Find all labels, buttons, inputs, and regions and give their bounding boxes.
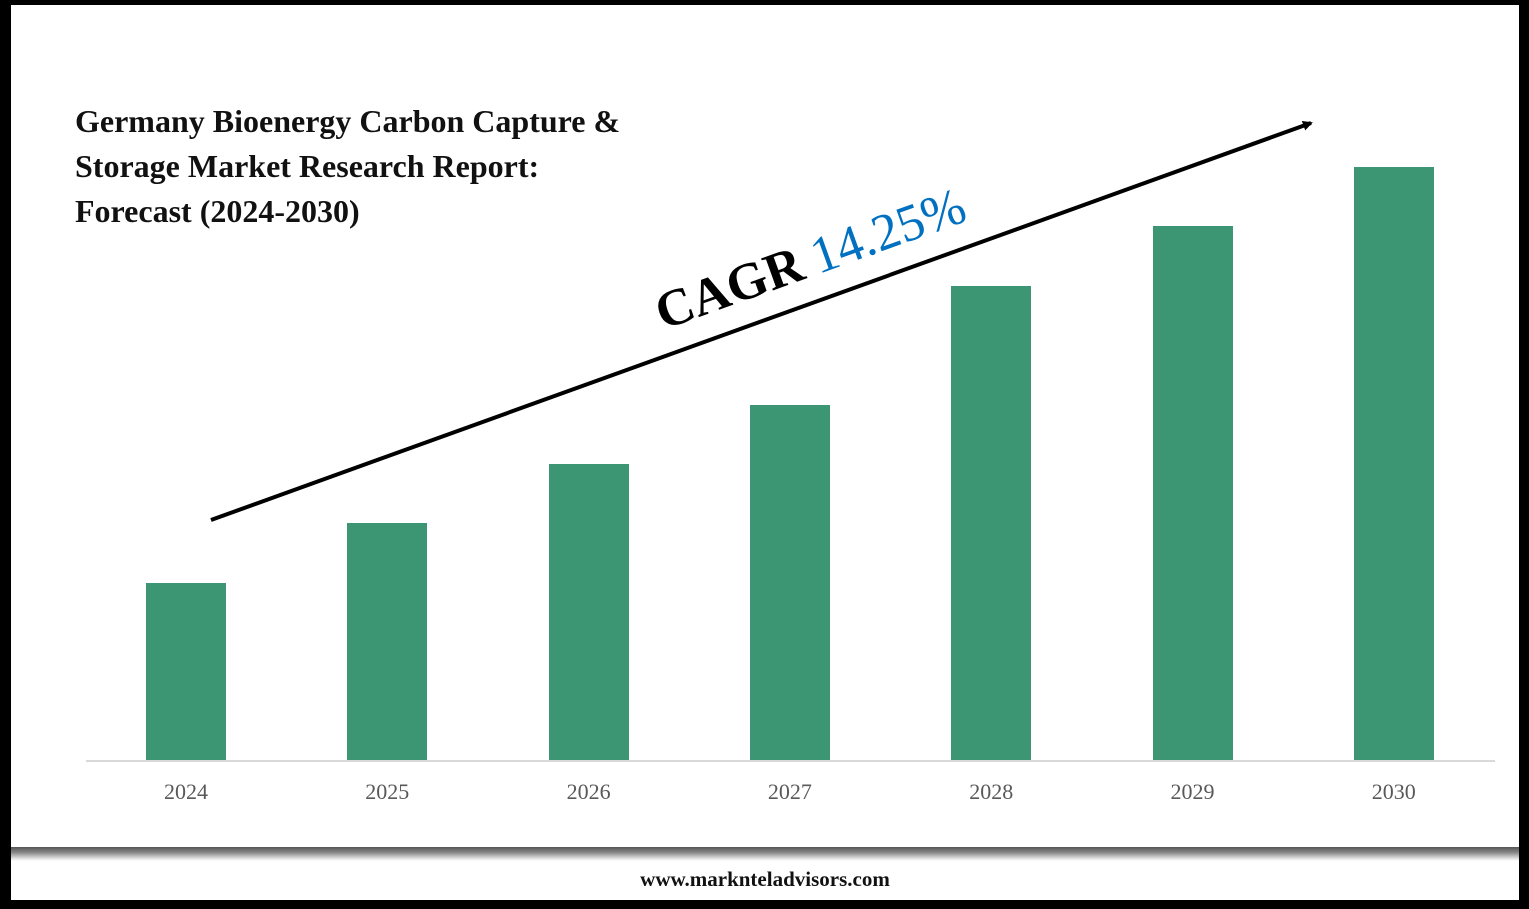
trend-arrow-icon xyxy=(210,121,1313,522)
bar-2028 xyxy=(951,286,1032,760)
bar-2026 xyxy=(548,464,629,760)
bar-2029 xyxy=(1152,226,1233,760)
title-line-3: Forecast (2024-2030) xyxy=(75,193,360,229)
bar-2027 xyxy=(749,405,830,760)
bar-2030 xyxy=(1353,167,1434,760)
bar-2024 xyxy=(146,583,226,760)
bar-2025 xyxy=(347,523,428,760)
x-tick-label: 2028 xyxy=(969,779,1014,804)
x-tick-label: 2027 xyxy=(767,779,812,804)
footer-divider xyxy=(11,847,1519,861)
x-tick-label: 2030 xyxy=(1371,779,1416,804)
chart-title: Germany Bioenergy Carbon Capture & Stora… xyxy=(75,99,620,234)
x-tick-label: 2025 xyxy=(365,779,410,804)
chart-card: Germany Bioenergy Carbon Capture & Stora… xyxy=(11,5,1519,900)
x-axis-line xyxy=(86,760,1495,762)
title-line-2: Storage Market Research Report: xyxy=(75,148,540,184)
title-line-1: Germany Bioenergy Carbon Capture & xyxy=(75,103,621,139)
cagr-annotation: CAGR14.25% xyxy=(210,121,1313,522)
website-link[interactable]: www.marknteladvisors.com xyxy=(640,867,890,891)
x-tick-label: 2029 xyxy=(1170,779,1215,804)
cagr-label: CAGR14.25% xyxy=(648,177,974,341)
x-tick-label: 2026 xyxy=(566,779,611,804)
x-tick-label: 2024 xyxy=(164,779,208,804)
